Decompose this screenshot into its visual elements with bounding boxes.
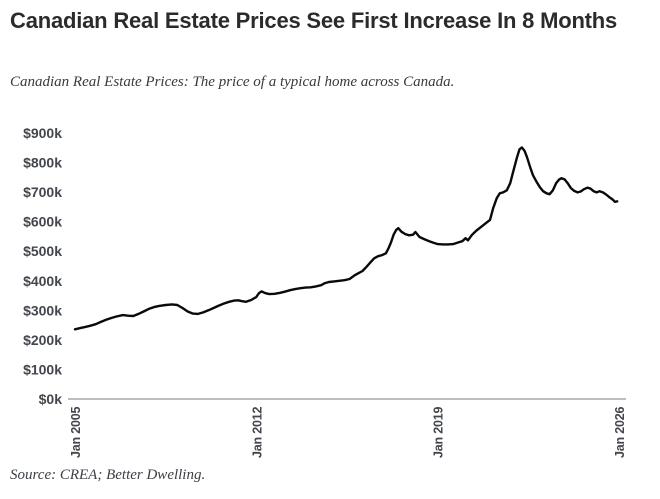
y-axis-tick-label: $300k	[23, 302, 62, 318]
price-line-series	[73, 146, 619, 331]
y-axis-tick-label: $800k	[23, 155, 62, 171]
x-axis-tick-label: Jan 2026	[613, 407, 627, 458]
y-axis-tick-label: $600k	[23, 214, 62, 230]
y-axis-tick-label: $400k	[23, 273, 62, 289]
page-subtitle: Canadian Real Estate Prices: The price o…	[10, 74, 455, 90]
y-axis-tick-label: $900k	[23, 125, 62, 141]
price-line-chart: $900k $800k $700k $600k $500k $400k $300k $200k…	[23, 125, 627, 458]
x-axis-tick-label: Jan 2005	[69, 407, 83, 458]
y-axis-tick-label: $500k	[23, 243, 62, 259]
x-axis-tick-label: Jan 2019	[432, 407, 446, 458]
y-axis-tick-label: $200k	[23, 332, 62, 348]
source-note: Source: CREA; Better Dwelling.	[10, 467, 206, 483]
y-axis-tick-label: $0k	[39, 391, 63, 407]
page-title: Canadian Real Estate Prices See First In…	[10, 8, 618, 33]
y-axis-tick-label: $700k	[23, 184, 62, 200]
y-axis-tick-label: $100k	[23, 361, 62, 377]
x-axis-tick-label: Jan 2012	[250, 407, 264, 458]
